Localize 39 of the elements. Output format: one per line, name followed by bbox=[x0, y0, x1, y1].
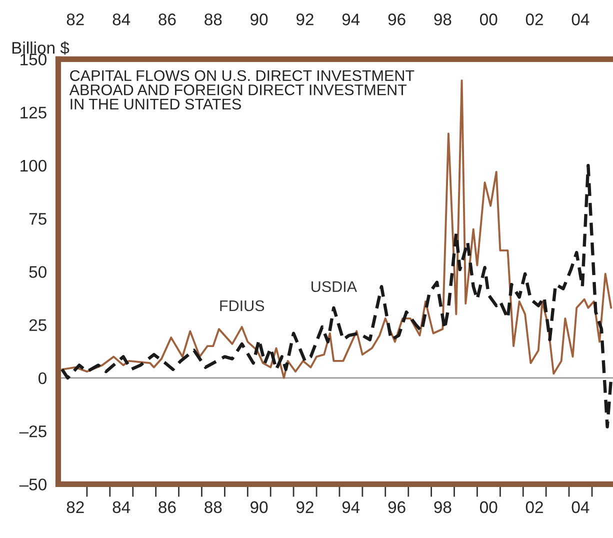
x-tick-label: 02 bbox=[526, 501, 543, 514]
x-tick-label: 00 bbox=[480, 501, 498, 514]
x2-tick-label: 94 bbox=[342, 14, 360, 26]
x2-tick-label: 92 bbox=[296, 14, 314, 26]
x2-tick-label: 00 bbox=[480, 14, 498, 26]
x-tick-label: 86 bbox=[158, 501, 176, 514]
x-tick-label: 92 bbox=[296, 501, 314, 514]
x2-tick-label: 04 bbox=[572, 14, 590, 26]
x2-tick-label: 96 bbox=[388, 14, 406, 26]
x2-tick-label: 90 bbox=[250, 14, 268, 26]
series-label: FDIUS bbox=[220, 300, 264, 312]
y-tick-label: 75 bbox=[29, 213, 46, 225]
y-tick-label: –25 bbox=[19, 425, 46, 438]
y-tick-label: 150 bbox=[20, 54, 46, 66]
y-tick-label: 100 bbox=[20, 160, 46, 172]
x-tick-label: 90 bbox=[250, 501, 268, 514]
series-label: USDIA bbox=[312, 281, 358, 292]
line-series bbox=[61, 79, 612, 379]
y-tick-label: –50 bbox=[19, 478, 46, 490]
y-tick-label: 125 bbox=[20, 106, 46, 119]
x2-tick-label: 02 bbox=[526, 14, 543, 26]
x-tick-label: 82 bbox=[66, 501, 84, 514]
x2-tick-label: 82 bbox=[66, 14, 84, 26]
x-tick-label: 96 bbox=[388, 501, 406, 514]
x2-tick-label: 98 bbox=[434, 14, 452, 26]
x2-tick-label: 86 bbox=[158, 14, 176, 26]
text: CAPITAL FLOWS ON U.S. DIRECT INVESTMENT ABROAD AND FOREIGN DIRECT INVESTMENT IN THE UNITED STATES bbox=[69, 70, 414, 110]
y-tick-label: 0 bbox=[38, 372, 46, 384]
x-tick-label: 04 bbox=[572, 501, 590, 514]
x-tick-label: 94 bbox=[342, 501, 360, 514]
y-axis-title: Billion $ bbox=[12, 41, 70, 55]
x2-tick-label: 84 bbox=[112, 14, 130, 26]
x-tick-label: 98 bbox=[434, 501, 452, 514]
y-tick-label: 25 bbox=[29, 319, 46, 332]
line-series bbox=[60, 164, 613, 428]
y-tick-label: 50 bbox=[29, 266, 46, 278]
x2-tick-label: 88 bbox=[204, 14, 222, 26]
x-tick-label: 84 bbox=[112, 501, 130, 514]
x-tick-label: 88 bbox=[204, 501, 222, 514]
